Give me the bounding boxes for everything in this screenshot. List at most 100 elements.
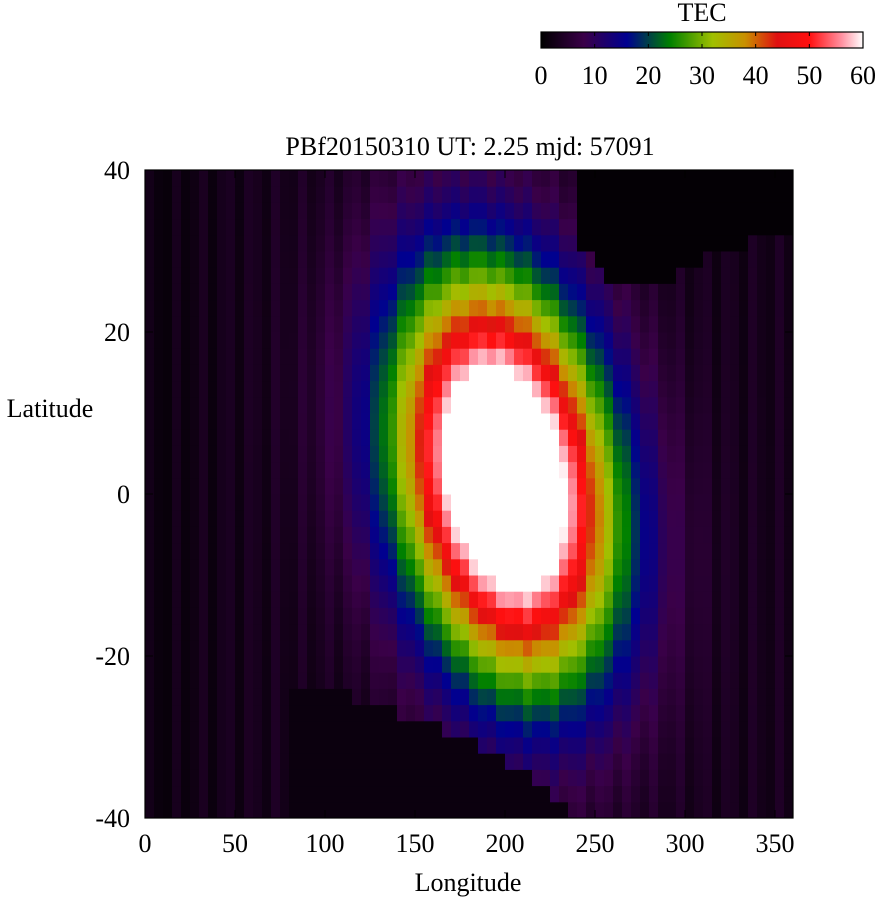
heatmap-cell — [676, 607, 686, 625]
heatmap-cell — [442, 753, 452, 770]
heatmap-cell — [496, 170, 506, 187]
heatmap-cell — [352, 477, 362, 495]
heatmap-cell — [397, 170, 407, 187]
heatmap-cell — [721, 510, 731, 527]
heatmap-cell — [217, 477, 227, 495]
heatmap-cell — [262, 299, 272, 317]
heatmap-cell — [748, 202, 758, 220]
heatmap-cell — [163, 575, 173, 592]
heatmap-cell — [775, 720, 785, 738]
heatmap-cell — [658, 251, 668, 268]
heatmap-cell — [190, 283, 200, 301]
heatmap-cell — [676, 218, 686, 236]
heatmap-cell — [388, 477, 398, 495]
heatmap-cell — [262, 623, 272, 641]
heatmap-cell — [217, 769, 227, 787]
heatmap-cell — [379, 251, 389, 268]
heatmap-cell — [568, 591, 578, 608]
heatmap-cell — [370, 445, 380, 463]
heatmap-cell — [352, 251, 362, 268]
heatmap-cell — [433, 542, 443, 560]
heatmap-cell — [496, 510, 506, 527]
heatmap-cell — [478, 720, 488, 738]
heatmap-cell — [442, 332, 452, 349]
heatmap-cell — [343, 785, 353, 803]
heatmap-cell — [325, 704, 335, 722]
heatmap-cell — [397, 542, 407, 560]
heatmap-cell — [676, 380, 686, 398]
heatmap-cell — [388, 801, 398, 819]
heatmap-cell — [595, 283, 605, 301]
heatmap-cell — [478, 575, 488, 592]
heatmap-cell — [307, 461, 317, 479]
heatmap-cell — [163, 477, 173, 495]
heatmap-cell — [559, 720, 569, 738]
heatmap-cell — [568, 769, 578, 787]
heatmap-cell — [757, 704, 767, 722]
heatmap-cell — [667, 461, 677, 479]
heatmap-cell — [460, 283, 470, 301]
heatmap-cell — [730, 526, 740, 544]
heatmap-cell — [334, 510, 344, 527]
heatmap-cell — [541, 380, 551, 398]
heatmap-cell — [316, 801, 326, 819]
heatmap-cell — [568, 202, 578, 220]
heatmap-cell — [199, 332, 209, 349]
heatmap-cell — [226, 299, 236, 317]
heatmap-cell — [559, 704, 569, 722]
heatmap-cell — [316, 494, 326, 511]
heatmap-cell — [712, 542, 722, 560]
heatmap-cell — [649, 461, 659, 479]
heatmap-cell — [451, 542, 461, 560]
heatmap-cell — [712, 704, 722, 722]
heatmap-cell — [208, 251, 218, 268]
heatmap-cell — [667, 267, 677, 284]
heatmap-cell — [577, 396, 587, 414]
heatmap-cell — [658, 315, 668, 333]
heatmap-cell — [721, 704, 731, 722]
heatmap-cell — [667, 753, 677, 770]
heatmap-cell — [145, 591, 155, 608]
heatmap-cell — [667, 396, 677, 414]
heatmap-cell — [487, 801, 497, 819]
heatmap-cell — [505, 445, 515, 463]
heatmap-cell — [235, 672, 245, 689]
heatmap-cell — [460, 737, 470, 754]
heatmap-cell — [568, 688, 578, 706]
heatmap-cell — [667, 218, 677, 236]
heatmap-cell — [352, 202, 362, 220]
heatmap-cell — [775, 332, 785, 349]
heatmap-cell — [208, 591, 218, 608]
heatmap-cell — [163, 299, 173, 317]
heatmap-cell — [478, 558, 488, 576]
heatmap-cell — [235, 753, 245, 770]
heatmap-cell — [739, 283, 749, 301]
heatmap-cell — [199, 429, 209, 446]
heatmap-cell — [451, 526, 461, 544]
heatmap-cell — [415, 445, 425, 463]
heatmap-cell — [586, 769, 596, 787]
heatmap-cell — [667, 299, 677, 317]
heatmap-cell — [262, 542, 272, 560]
heatmap-cell — [739, 623, 749, 641]
heatmap-cell — [163, 607, 173, 625]
heatmap-cell — [442, 202, 452, 220]
heatmap-cell — [334, 348, 344, 365]
heatmap-cell — [181, 380, 191, 398]
heatmap-cell — [271, 202, 281, 220]
heatmap-cell — [415, 186, 425, 203]
heatmap-cell — [217, 429, 227, 446]
heatmap-cell — [388, 315, 398, 333]
heatmap-cell — [766, 332, 776, 349]
heatmap-cell — [262, 477, 272, 495]
heatmap-cell — [244, 785, 254, 803]
heatmap-cell — [784, 494, 794, 511]
heatmap-cell — [199, 234, 209, 252]
heatmap-cell — [541, 251, 551, 268]
heatmap-cell — [784, 785, 794, 803]
heatmap-cell — [784, 413, 794, 430]
heatmap-cell — [622, 688, 632, 706]
heatmap-cell — [406, 542, 416, 560]
heatmap-cell — [433, 202, 443, 220]
heatmap-cell — [784, 769, 794, 787]
